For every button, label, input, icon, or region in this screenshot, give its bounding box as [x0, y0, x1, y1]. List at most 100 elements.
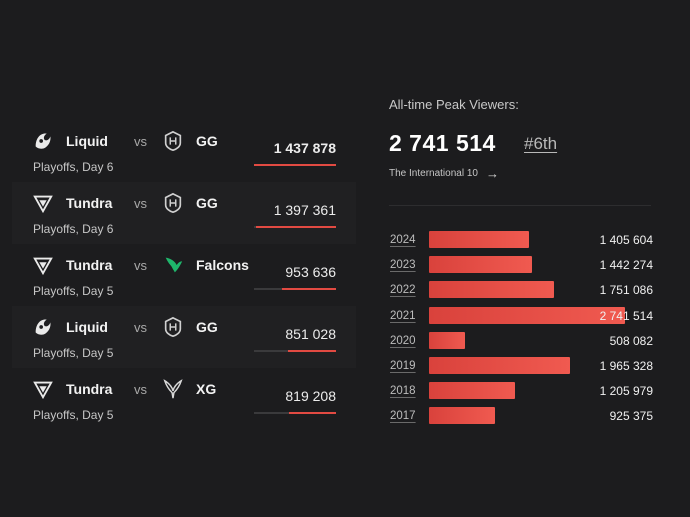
year-row[interactable]: 2020 508 082 [389, 330, 657, 355]
year-value: 1 965 328 [599, 358, 653, 373]
viewers-bar-track [254, 164, 336, 166]
year-link[interactable]: 2022 [390, 284, 416, 297]
team2[interactable]: GG [162, 192, 218, 214]
year-value: 1 751 086 [599, 283, 653, 298]
top-matches-list: Liquid vs GG Playoffs, Day 6 1 437 878 T… [12, 120, 356, 430]
viewers-count: 819 208 [285, 388, 336, 404]
team1[interactable]: Tundra [32, 254, 112, 276]
year-row[interactable]: 2022 1 751 086 [389, 279, 657, 304]
team1-name: Liquid [66, 133, 108, 149]
team-liquid-logo-icon [35, 133, 51, 149]
stage-label: Playoffs, Day 5 [33, 408, 114, 422]
year-link[interactable]: 2020 [390, 334, 416, 347]
stage-label: Playoffs, Day 5 [33, 346, 114, 360]
peak-rank-link[interactable]: #6th [524, 134, 558, 153]
viewers-bar-fill [281, 288, 336, 290]
stage-label: Playoffs, Day 6 [33, 160, 114, 174]
vs-label: vs [134, 258, 147, 273]
tundra-logo-icon [33, 381, 53, 400]
year-bar [429, 306, 625, 324]
team1-name: Tundra [66, 257, 113, 273]
year-bar [429, 382, 515, 400]
year-link[interactable]: 2024 [390, 234, 416, 246]
year-bar [429, 407, 495, 425]
team2[interactable]: GG [162, 316, 218, 338]
team2-name: GG [196, 195, 218, 211]
year-row[interactable]: 2024 1 405 604 [389, 229, 657, 254]
viewers-bar-track [254, 226, 336, 228]
team2-name: Falcons [196, 257, 249, 273]
year-row[interactable]: 2018 1 205 979 [389, 380, 657, 405]
team2[interactable]: XG [162, 378, 216, 400]
team1-name: Tundra [66, 381, 113, 397]
gaimin-gladiators-logo-icon [164, 130, 182, 152]
gaimin-gladiators-logo-icon [164, 192, 182, 214]
vs-label: vs [134, 134, 147, 149]
year-bar [429, 281, 554, 299]
year-value: 2 741 514 [599, 308, 653, 323]
team2-name: GG [196, 133, 218, 149]
year-value: 508 082 [609, 333, 653, 348]
viewers-count: 1 397 361 [273, 202, 336, 218]
match-row[interactable]: Tundra vs Falcons Playoffs, Day 5 953 63… [12, 244, 356, 306]
vs-label: vs [134, 320, 147, 335]
peak-event-name: The International 10 [389, 168, 478, 179]
gaimin-gladiators-logo-icon [164, 316, 182, 338]
vs-label: vs [134, 382, 147, 397]
stage-label: Playoffs, Day 5 [33, 284, 114, 298]
team-liquid-logo-icon [35, 319, 51, 335]
year-link[interactable]: 2017 [390, 410, 416, 423]
year-bar [429, 256, 532, 274]
year-bar [429, 331, 465, 349]
peak-viewers-value: 2 741 514 [389, 130, 496, 156]
year-bar [429, 231, 529, 248]
team2[interactable]: GG [162, 130, 218, 152]
year-link[interactable]: 2018 [390, 385, 416, 398]
team1[interactable]: Liquid [32, 316, 108, 338]
match-row[interactable]: Liquid vs GG Playoffs, Day 6 1 437 878 [12, 120, 356, 182]
year-row[interactable]: 2017 925 375 [389, 405, 657, 430]
year-link[interactable]: 2019 [390, 359, 416, 372]
arrow-right-icon: → [485, 166, 499, 181]
viewers-bar-fill [256, 226, 336, 228]
viewers-count: 953 636 [285, 264, 336, 280]
year-row[interactable]: 2019 1 965 328 [389, 355, 657, 380]
year-bar [429, 356, 570, 374]
team1-name: Liquid [66, 319, 108, 335]
tundra-logo-icon [33, 257, 53, 276]
tundra-logo-icon [33, 195, 53, 214]
viewers-count: 1 437 878 [273, 140, 336, 156]
peak-event-link[interactable]: The International 10 → [389, 166, 499, 181]
viewers-bar-fill [289, 412, 336, 414]
yearly-peak-chart: 2024 1 405 604 2023 1 442 274 2022 1 751 086 2… [389, 229, 657, 431]
viewers-bar-track [254, 288, 336, 290]
match-row[interactable]: Tundra vs GG Playoffs, Day 6 1 397 361 [12, 182, 356, 244]
xtreme-gaming-logo-icon [163, 379, 183, 399]
match-row[interactable]: Tundra vs XG Playoffs, Day 5 819 208 [12, 368, 356, 430]
year-link[interactable]: 2023 [390, 259, 416, 272]
year-row[interactable]: 2021 2 741 514 [389, 305, 657, 330]
divider [389, 205, 651, 206]
vs-label: vs [134, 196, 147, 211]
falcons-logo-icon [165, 257, 183, 273]
year-link[interactable]: 2021 [390, 309, 416, 322]
peak-viewers-title: All-time Peak Viewers: [389, 97, 519, 112]
viewers-bar-track [254, 350, 336, 352]
team1[interactable]: Liquid [32, 130, 108, 152]
year-row[interactable]: 2023 1 442 274 [389, 254, 657, 279]
team2-name: GG [196, 319, 218, 335]
viewers-bar-track [254, 412, 336, 414]
team1-name: Tundra [66, 195, 113, 211]
year-value: 925 375 [609, 409, 653, 424]
team1[interactable]: Tundra [32, 378, 112, 400]
stage-label: Playoffs, Day 6 [33, 222, 114, 236]
team1[interactable]: Tundra [32, 192, 112, 214]
viewers-bar-fill [254, 164, 336, 166]
match-row[interactable]: Liquid vs GG Playoffs, Day 5 851 028 [12, 306, 356, 368]
team2-name: XG [196, 381, 217, 397]
year-value: 1 405 604 [599, 233, 653, 247]
year-value: 1 205 979 [599, 384, 653, 399]
viewers-count: 851 028 [285, 326, 336, 342]
viewers-bar-fill [287, 350, 336, 352]
team2[interactable]: Falcons [162, 254, 249, 276]
